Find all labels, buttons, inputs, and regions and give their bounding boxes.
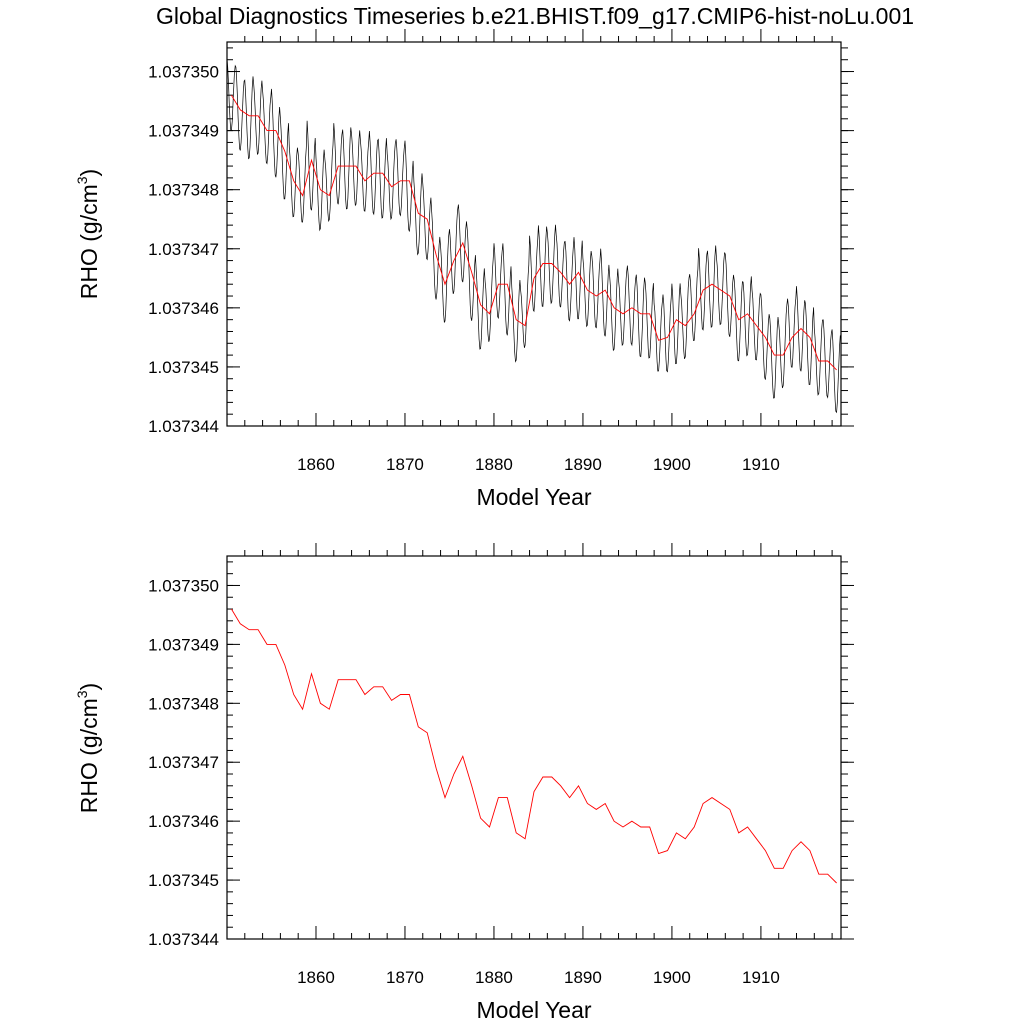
top-y-tick-label: 1.037348 xyxy=(148,181,219,200)
bottom-x-tick-label: 1910 xyxy=(742,968,780,987)
bottom-y-tick-label: 1.037344 xyxy=(148,930,219,949)
top-y-axis-label-sup: 3 xyxy=(74,176,90,184)
bottom-y-tick-label: 1.037349 xyxy=(148,635,219,654)
top-x-tick-labels: 1860 1870 1880 1890 1900 1910 xyxy=(297,455,780,474)
bottom-y-tick-label: 1.037346 xyxy=(148,812,219,831)
bottom-plot-frame xyxy=(226,555,842,940)
top-plot-area xyxy=(226,58,841,414)
top-y-tick-label: 1.037347 xyxy=(148,240,219,259)
bottom-y-axis-label: RHO (g/cm3) xyxy=(74,683,102,813)
top-x-tick-label: 1910 xyxy=(742,455,780,474)
bottom-ticks xyxy=(227,543,854,940)
top-annual-series-line xyxy=(231,94,837,371)
bottom-x-tick-label: 1860 xyxy=(297,968,335,987)
bottom-plot-area xyxy=(231,608,837,884)
bottom-x-tick-label: 1900 xyxy=(653,968,691,987)
top-plot-frame xyxy=(226,41,842,427)
bottom-y-tick-label: 1.037345 xyxy=(148,871,219,890)
bottom-y-tick-label: 1.037347 xyxy=(148,753,219,772)
bottom-y-axis-label-sup: 3 xyxy=(74,690,90,698)
bottom-annual-series-line xyxy=(231,608,837,884)
bottom-x-tick-label: 1870 xyxy=(386,968,424,987)
top-monthly-series-line xyxy=(226,58,841,414)
top-ticks xyxy=(227,29,854,427)
top-x-tick-label: 1870 xyxy=(386,455,424,474)
bottom-x-tick-label: 1880 xyxy=(475,968,513,987)
bottom-y-tick-labels: 1.037344 1.037345 1.037346 1.037347 1.037348… xyxy=(148,576,219,949)
top-x-tick-label: 1900 xyxy=(653,455,691,474)
bottom-y-tick-label: 1.037350 xyxy=(148,576,219,595)
top-y-axis-label-close: ) xyxy=(76,169,102,177)
top-x-tick-label: 1860 xyxy=(297,455,335,474)
top-y-tick-label: 1.037350 xyxy=(148,63,219,82)
top-y-tick-label: 1.037346 xyxy=(148,299,219,318)
top-y-axis-label: RHO (g/cm3) xyxy=(74,169,102,299)
bottom-y-axis-label-close: ) xyxy=(76,683,102,691)
top-y-tick-label: 1.037349 xyxy=(148,122,219,141)
top-y-tick-labels: 1.037344 1.037345 1.037346 1.037347 1.037348… xyxy=(148,63,219,436)
bottom-x-axis-label: Model Year xyxy=(476,997,591,1023)
top-y-tick-label: 1.037344 xyxy=(148,417,219,436)
figure-title: Global Diagnostics Timeseries b.e21.BHIS… xyxy=(156,3,914,29)
bottom-x-tick-label: 1890 xyxy=(564,968,602,987)
bottom-x-tick-labels: 1860 1870 1880 1890 1900 1910 xyxy=(297,968,780,987)
top-panel: 1.037344 1.037345 1.037346 1.037347 1.037348… xyxy=(74,29,854,510)
top-y-axis-label-main: RHO (g/cm xyxy=(76,184,102,299)
bottom-y-axis-label-main: RHO (g/cm xyxy=(76,698,102,813)
top-x-tick-label: 1890 xyxy=(564,455,602,474)
top-x-axis-label: Model Year xyxy=(476,484,591,510)
bottom-y-tick-label: 1.037348 xyxy=(148,694,219,713)
bottom-panel: 1.037344 1.037345 1.037346 1.037347 1.037348… xyxy=(74,543,854,1023)
top-y-tick-label: 1.037345 xyxy=(148,358,219,377)
top-x-tick-label: 1880 xyxy=(475,455,513,474)
